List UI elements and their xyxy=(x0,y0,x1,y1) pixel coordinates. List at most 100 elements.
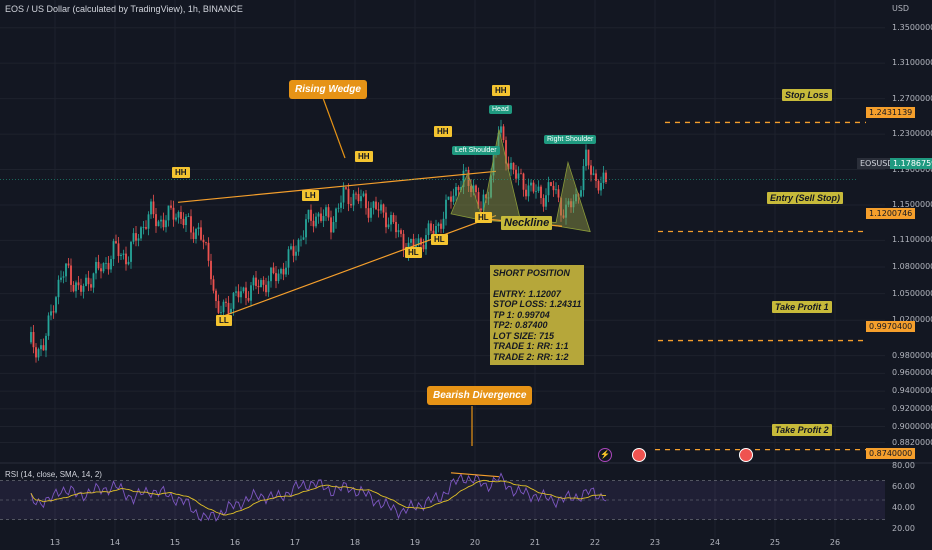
candle-body xyxy=(480,208,482,211)
candle-body xyxy=(342,187,345,203)
candle-body xyxy=(182,218,185,226)
y-tick-label: 1.1500000 xyxy=(892,199,932,209)
candle-body xyxy=(117,243,120,257)
candle-body xyxy=(162,219,165,228)
candle-body xyxy=(212,279,215,291)
candle-body xyxy=(320,213,322,221)
candle-body xyxy=(410,238,412,243)
candle-body xyxy=(382,204,385,213)
rising-wedge-callout[interactable]: Rising Wedge xyxy=(289,80,367,99)
x-tick-label: 17 xyxy=(289,538,301,547)
candle-body xyxy=(332,222,335,233)
rsi-tick: 80.00 xyxy=(892,461,915,470)
candle-body xyxy=(317,213,320,217)
candle-body xyxy=(260,280,262,288)
rsi-tick: 60.00 xyxy=(892,482,915,491)
candle-body xyxy=(532,182,535,192)
candle-body xyxy=(240,291,242,298)
candle-body xyxy=(237,291,240,298)
candle-body xyxy=(200,227,202,240)
flag-icon[interactable] xyxy=(632,448,646,462)
candle-body xyxy=(127,261,130,265)
candle-body xyxy=(335,208,337,223)
candle-body xyxy=(90,284,92,288)
wedge-upper-line xyxy=(177,170,497,203)
candle-body xyxy=(155,214,157,227)
x-tick-label: 22 xyxy=(589,538,601,547)
candle-body xyxy=(352,193,355,206)
candle-body xyxy=(575,194,577,202)
candle-body xyxy=(265,284,267,293)
candle-body xyxy=(132,233,135,242)
candle-body xyxy=(500,126,502,133)
candle-body xyxy=(270,267,272,282)
candle-body xyxy=(502,126,505,141)
candle-body xyxy=(442,218,445,229)
candle-body xyxy=(582,166,585,191)
candle-body xyxy=(170,205,172,208)
flag-icon[interactable] xyxy=(739,448,753,462)
candle-body xyxy=(597,180,600,191)
candle-body xyxy=(30,332,32,343)
symbol-label: EOSUSD xyxy=(857,158,897,169)
candle-body xyxy=(432,230,435,236)
candle-body xyxy=(415,245,417,248)
candle-body xyxy=(230,308,232,314)
candle-body xyxy=(400,230,402,234)
candle-body xyxy=(275,273,277,282)
candle-body xyxy=(32,332,35,348)
candle-body xyxy=(250,285,252,301)
candle-body xyxy=(445,199,447,219)
candle-body xyxy=(185,216,187,226)
stop-loss-price-label: 1.2431139 xyxy=(866,107,916,118)
candle-body xyxy=(580,190,582,197)
candle-body xyxy=(540,186,542,199)
candle-body xyxy=(257,285,260,288)
rsi-sma-line xyxy=(30,479,607,516)
candle-body xyxy=(365,193,367,209)
lightning-icon[interactable]: ⚡ xyxy=(598,448,612,462)
candle-body xyxy=(300,239,302,241)
candle-body xyxy=(95,261,97,274)
candle-body xyxy=(392,215,395,222)
tp2-price-label: 0.8740000 xyxy=(866,448,916,459)
candle-body xyxy=(62,276,65,278)
candle-body xyxy=(262,280,265,285)
candle-body xyxy=(125,253,127,265)
candle-body xyxy=(145,227,147,229)
candle-body xyxy=(347,188,350,205)
candle-body xyxy=(65,263,67,277)
candle-body xyxy=(50,311,52,316)
rsi-divergence-line xyxy=(450,472,500,478)
x-tick-label: 21 xyxy=(529,538,541,547)
hl-tag: HL xyxy=(431,234,448,245)
y-tick-label: 1.0500000 xyxy=(892,288,932,298)
drawings xyxy=(0,97,866,451)
candle-body xyxy=(592,173,595,175)
rsi-line xyxy=(30,472,607,522)
rsi-tick: 20.00 xyxy=(892,524,915,533)
candle-body xyxy=(387,224,390,228)
candle-body xyxy=(140,227,142,239)
rsi-tick: 40.00 xyxy=(892,503,915,512)
candle-body xyxy=(160,219,162,222)
trade-title: SHORT POSITION xyxy=(493,268,570,278)
x-tick-label: 25 xyxy=(769,538,781,547)
candle-body xyxy=(565,204,567,218)
rsi-title: RSI (14, close, SMA, 14, 2) xyxy=(5,470,102,479)
candle-body xyxy=(177,211,180,218)
grid xyxy=(0,0,932,538)
bearish-divergence-callout[interactable]: Bearish Divergence xyxy=(427,386,533,405)
candle-body xyxy=(355,193,357,195)
candle-body xyxy=(530,182,532,186)
hl-tag: HL xyxy=(405,247,422,258)
candle-body xyxy=(227,302,230,314)
currency-label: USD xyxy=(892,4,910,13)
candle-body xyxy=(337,207,340,209)
candle-body xyxy=(385,212,387,228)
wedge-lower-line xyxy=(216,215,497,319)
right-shoulder-label: Right Shoulder xyxy=(544,135,597,144)
candle-body xyxy=(120,254,122,257)
candle-body xyxy=(590,165,592,175)
